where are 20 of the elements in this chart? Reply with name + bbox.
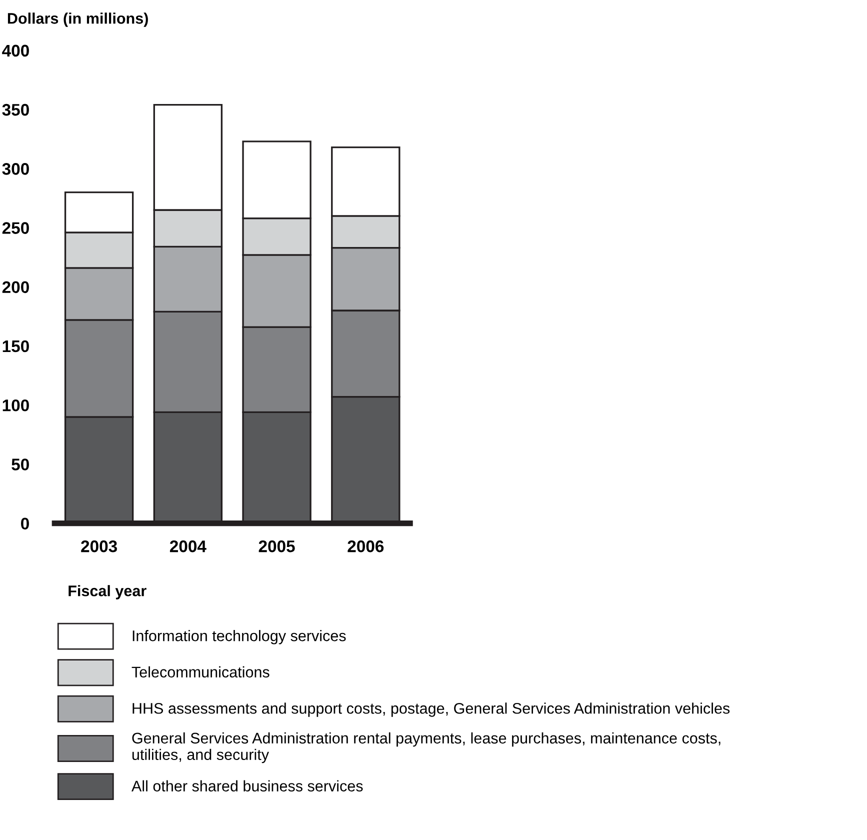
legend-label: Information technology services (132, 630, 346, 644)
x-tick-label: 2003 (81, 540, 117, 552)
x-tick-label: 2004 (170, 540, 206, 552)
y-tick-label: 400 (2, 44, 29, 57)
y-tick-label: 50 (12, 458, 29, 470)
y-tick-label: 0 (21, 518, 29, 530)
y-tick-label: 250 (2, 222, 29, 234)
x-axis-title: Fiscal year (68, 585, 146, 600)
y-tick-label: 100 (2, 399, 29, 412)
y-tick-label: 300 (2, 163, 29, 175)
y-tick-label: 150 (2, 340, 29, 352)
x-tick-label: 2006 (348, 540, 384, 552)
legend-label: All other shared business services (131, 780, 363, 792)
x-tick-label: 2005 (258, 540, 295, 552)
legend-label: Telecommunications (132, 666, 270, 678)
legend-label: General Services Administration rental payments, lease purchases, maintenance costs, utilities, and security (132, 732, 720, 764)
legend-label: HHS assessments and support costs, postage, General Services Administration vehicles (132, 702, 730, 717)
y-tick-label: 350 (2, 104, 29, 116)
y-tick-label: 200 (2, 281, 29, 294)
y-axis-title: Dollars (in millions) (8, 12, 148, 27)
